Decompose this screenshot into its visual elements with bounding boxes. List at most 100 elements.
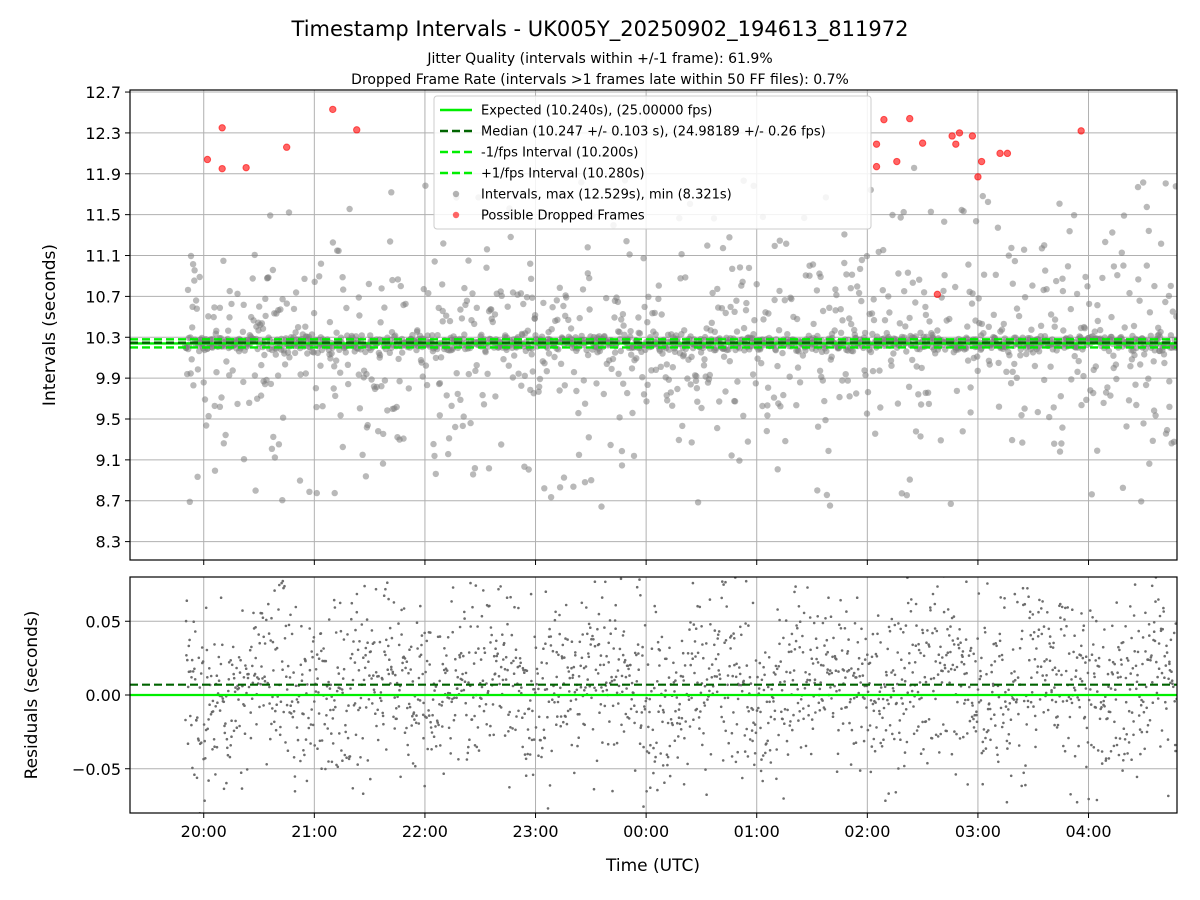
top-interval-point xyxy=(560,474,568,481)
bottom-interval-point xyxy=(351,787,355,790)
top-interval-point xyxy=(922,311,930,319)
bottom-interval-point xyxy=(477,647,480,650)
bottom-interval-point xyxy=(309,742,312,745)
bottom-interval-point xyxy=(1018,646,1022,650)
top-interval-point xyxy=(718,305,726,312)
bottom-interval-point xyxy=(762,665,765,669)
bottom-interval-point xyxy=(1112,744,1116,748)
bottom-interval-point xyxy=(332,598,336,602)
top-interval-point xyxy=(796,379,804,386)
bottom-interval-point xyxy=(728,570,731,573)
bottom-interval-point xyxy=(211,710,215,713)
bottom-interval-point xyxy=(471,605,474,609)
top-interval-point xyxy=(819,307,827,315)
bottom-interval-point xyxy=(190,723,193,727)
bottom-interval-point xyxy=(845,705,848,709)
bottom-interval-point xyxy=(575,688,579,692)
bottom-interval-point xyxy=(343,753,347,757)
bottom-interval-point xyxy=(922,748,925,751)
top-interval-point xyxy=(856,265,864,273)
bottom-interval-point xyxy=(186,742,190,745)
bottom-interval-point xyxy=(306,683,309,686)
bottom-interval-point xyxy=(461,672,464,676)
bottom-interval-point xyxy=(653,604,656,608)
bottom-interval-point xyxy=(947,670,950,673)
bottom-interval-point xyxy=(989,738,992,742)
top-interval-point xyxy=(619,311,627,318)
top-interval-point xyxy=(645,293,652,300)
top-interval-point xyxy=(1125,397,1133,404)
bottom-interval-point xyxy=(611,704,615,708)
bottom-interval-point xyxy=(381,714,385,718)
bottom-interval-point xyxy=(831,655,834,659)
bottom-interval-point xyxy=(798,710,801,713)
top-interval-point xyxy=(1074,368,1081,375)
bottom-interval-point xyxy=(850,667,853,670)
bottom-interval-point xyxy=(280,581,283,585)
top-interval-point xyxy=(1094,302,1101,309)
bottom-interval-point xyxy=(477,749,481,752)
bottom-interval-point xyxy=(868,724,872,727)
bottom-interval-point xyxy=(335,689,339,693)
bottom-interval-point xyxy=(1085,765,1088,769)
bottom-interval-point xyxy=(965,671,968,675)
bottom-interval-point xyxy=(964,638,968,641)
bottom-interval-point xyxy=(463,680,467,683)
bottom-interval-point xyxy=(496,652,500,655)
top-interval-point xyxy=(1041,376,1048,384)
bottom-interval-point xyxy=(970,701,974,705)
bottom-interval-point xyxy=(380,699,383,703)
bottom-interval-point xyxy=(482,589,485,592)
bottom-interval-point xyxy=(250,697,254,700)
bottom-interval-point xyxy=(284,741,287,744)
bottom-interval-point xyxy=(529,592,533,596)
bottom-interval-point xyxy=(819,663,823,667)
top-interval-point xyxy=(1126,289,1133,297)
top-interval-point xyxy=(990,311,997,318)
bottom-interval-point xyxy=(627,717,631,720)
top-interval-point xyxy=(726,358,733,365)
top-interval-point xyxy=(216,304,224,311)
top-interval-point xyxy=(317,260,325,267)
bottom-interval-point xyxy=(381,711,385,715)
bottom-interval-point xyxy=(244,667,248,670)
top-interval-point xyxy=(980,330,987,337)
bottom-interval-point xyxy=(804,744,808,748)
bottom-interval-point xyxy=(323,722,327,726)
bottom-interval-point xyxy=(717,653,720,656)
top-interval-point xyxy=(925,400,933,408)
top-interval-point xyxy=(547,494,555,501)
bottom-interval-point xyxy=(566,638,569,641)
top-interval-point xyxy=(1017,352,1024,359)
bottom-interval-point xyxy=(237,686,241,690)
top-interval-point xyxy=(848,271,856,278)
top-interval-point xyxy=(194,473,201,480)
bottom-interval-point xyxy=(809,752,813,756)
top-dropped-frame-point xyxy=(1077,127,1085,135)
bottom-interval-point xyxy=(949,667,953,671)
top-interval-point xyxy=(368,376,375,383)
bottom-interval-point xyxy=(1165,644,1168,648)
top-interval-point xyxy=(420,285,427,293)
bottom-interval-point xyxy=(586,632,589,636)
bottom-interval-point xyxy=(1044,691,1048,695)
bottom-interval-point xyxy=(263,675,266,678)
bottom-interval-point xyxy=(933,627,937,630)
bottom-interval-point xyxy=(1118,648,1121,652)
top-interval-point xyxy=(465,257,472,264)
bottom-interval-point xyxy=(703,704,707,707)
top-interval-point xyxy=(1161,359,1168,367)
bottom-interval-point xyxy=(382,594,386,597)
bottom-interval-point xyxy=(982,749,985,753)
bottom-interval-point xyxy=(968,719,972,723)
bottom-interval-point xyxy=(1051,646,1055,649)
bottom-interval-point xyxy=(451,697,454,701)
top-interval-point xyxy=(1145,375,1152,382)
top-interval-point xyxy=(356,312,363,319)
bottom-interval-point xyxy=(539,568,542,571)
bottom-interval-point xyxy=(674,671,678,674)
bottom-interval-point xyxy=(549,635,553,638)
top-interval-point xyxy=(1170,438,1177,445)
bottom-interval-point xyxy=(917,648,921,652)
top-interval-point xyxy=(396,378,403,385)
